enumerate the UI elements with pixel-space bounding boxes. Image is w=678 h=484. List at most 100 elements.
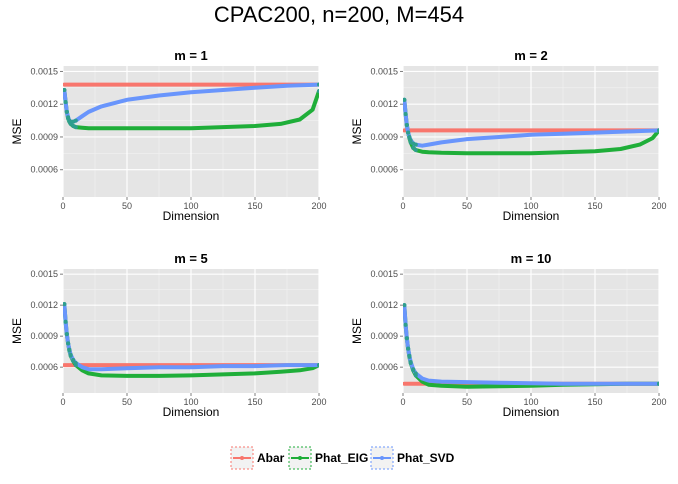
x-axis-label: Dimension	[163, 405, 220, 419]
y-tick-label: 0.0006	[370, 362, 398, 372]
series-point-phat-svd	[413, 142, 418, 147]
series-point-phat-svd	[657, 381, 659, 386]
x-tick-label: 0	[60, 397, 65, 407]
series-point-phat-eig	[73, 125, 78, 130]
series-point-phat-svd	[64, 109, 69, 114]
x-tick-label: 100	[523, 201, 538, 211]
series-point-phat-svd	[63, 88, 67, 93]
y-tick-label: 0.0006	[370, 165, 398, 175]
series-point-phat-svd	[407, 353, 412, 358]
x-tick-label: 50	[122, 201, 132, 211]
series-layer	[403, 97, 659, 156]
y-tick-label: 0.0012	[370, 300, 398, 310]
x-axis-label: Dimension	[163, 209, 220, 223]
legend-item-phat-svd: Phat_SVD	[370, 446, 455, 470]
x-tick-label: 150	[247, 397, 262, 407]
y-axis-label: MSE	[350, 118, 364, 144]
series-point-phat-svd	[67, 347, 72, 352]
y-tick-label: 0.0015	[370, 66, 398, 76]
series-point-phat-svd	[404, 122, 409, 127]
y-tick-label: 0.0012	[30, 99, 58, 109]
x-tick-label: 150	[587, 201, 602, 211]
y-tick-label: 0.0012	[30, 300, 58, 310]
y-tick-label: 0.0006	[30, 165, 58, 175]
series-point-phat-svd	[68, 352, 73, 357]
series-point-phat-svd	[413, 371, 418, 376]
series-point-phat-svd	[63, 302, 67, 307]
series-point-phat-svd	[408, 360, 413, 364]
x-tick-label: 50	[462, 397, 472, 407]
series-point-phat-eig	[413, 148, 418, 153]
panel-title: m = 1	[174, 48, 208, 63]
series-layer	[63, 302, 319, 378]
series-point-phat-svd	[403, 112, 408, 117]
series-point-phat-svd	[317, 363, 319, 368]
series-point-phat-svd	[63, 319, 68, 324]
series-point-phat-svd	[403, 97, 407, 102]
series-point-phat-svd	[406, 346, 411, 351]
legend-label: Abar	[257, 451, 285, 465]
y-tick-label: 0.0015	[30, 269, 58, 279]
legend-label: Phat_SVD	[397, 451, 455, 465]
x-tick-label: 150	[587, 397, 602, 407]
x-tick-label: 100	[523, 397, 538, 407]
x-tick-label: 200	[651, 201, 666, 211]
x-tick-label: 200	[311, 397, 326, 407]
x-tick-label: 0	[400, 397, 405, 407]
figure-title: CPAC200, n=200, M=454	[213, 2, 465, 27]
series-point-phat-svd	[404, 336, 409, 341]
legend-key-point	[298, 456, 302, 460]
series-point-phat-svd	[406, 130, 411, 135]
series-point-phat-svd	[317, 82, 319, 87]
x-tick-label: 0	[400, 201, 405, 211]
x-axis-label: Dimension	[503, 405, 560, 419]
x-tick-label: 200	[311, 201, 326, 211]
y-tick-label: 0.0012	[370, 99, 398, 109]
series-point-phat-svd	[657, 128, 659, 133]
y-tick-label: 0.0009	[370, 331, 398, 341]
chart-panel-2: 0 50 100 150 200 0.0006 0.0009 0.0012 0.0015 m = …	[350, 48, 667, 223]
y-axis-label: MSE	[10, 118, 24, 144]
series-point-phat-svd	[73, 118, 78, 123]
series-point-phat-svd	[73, 361, 78, 366]
panel-title: m = 2	[514, 48, 548, 63]
legend-item-abar: Abar	[230, 446, 285, 470]
x-tick-label: 200	[651, 397, 666, 407]
chart-panel-1: 0 50 100 150 200 0.0006 0.0009 0.0012 0.0015 m = …	[10, 48, 327, 223]
legend-label: Phat_EIG	[315, 451, 368, 465]
series-point-phat-svd	[407, 134, 412, 139]
legend-item-phat-eig: Phat_EIG	[288, 446, 368, 470]
legend: Abar Phat_EIG Phat_SVD	[230, 446, 455, 470]
series-point-phat-svd	[63, 100, 68, 105]
y-axis-label: MSE	[350, 318, 364, 344]
x-axis-label: Dimension	[503, 209, 560, 223]
y-tick-label: 0.0015	[370, 269, 398, 279]
y-tick-label: 0.0006	[30, 362, 58, 372]
series-point-phat-svd	[403, 322, 408, 327]
panel-title: m = 10	[511, 251, 552, 266]
chart-panel-4: 0 50 100 150 200 0.0006 0.0009 0.0012 0.0015 m = …	[350, 251, 667, 419]
series-point-phat-eig	[317, 89, 319, 94]
series-point-phat-svd	[64, 332, 69, 337]
series-point-phat-svd	[66, 115, 71, 120]
x-tick-label: 50	[462, 201, 472, 211]
x-tick-label: 150	[247, 201, 262, 211]
series-point-phat-svd	[408, 138, 413, 143]
x-tick-label: 100	[183, 201, 198, 211]
series-point-phat-svd	[403, 303, 407, 308]
y-tick-label: 0.0009	[30, 331, 58, 341]
legend-key-point	[240, 456, 244, 460]
series-layer	[403, 303, 659, 389]
y-axis-label: MSE	[10, 318, 24, 344]
x-tick-label: 0	[60, 201, 65, 211]
y-tick-label: 0.0009	[30, 132, 58, 142]
series-point-phat-svd	[411, 367, 416, 372]
chart-panel-3: 0 50 100 150 200 0.0006 0.0009 0.0012 0.0015 m = …	[10, 251, 327, 419]
x-tick-label: 50	[122, 397, 132, 407]
series-layer	[63, 82, 319, 131]
series-point-phat-svd	[66, 341, 71, 346]
x-tick-label: 100	[183, 397, 198, 407]
panel-title: m = 5	[174, 251, 208, 266]
